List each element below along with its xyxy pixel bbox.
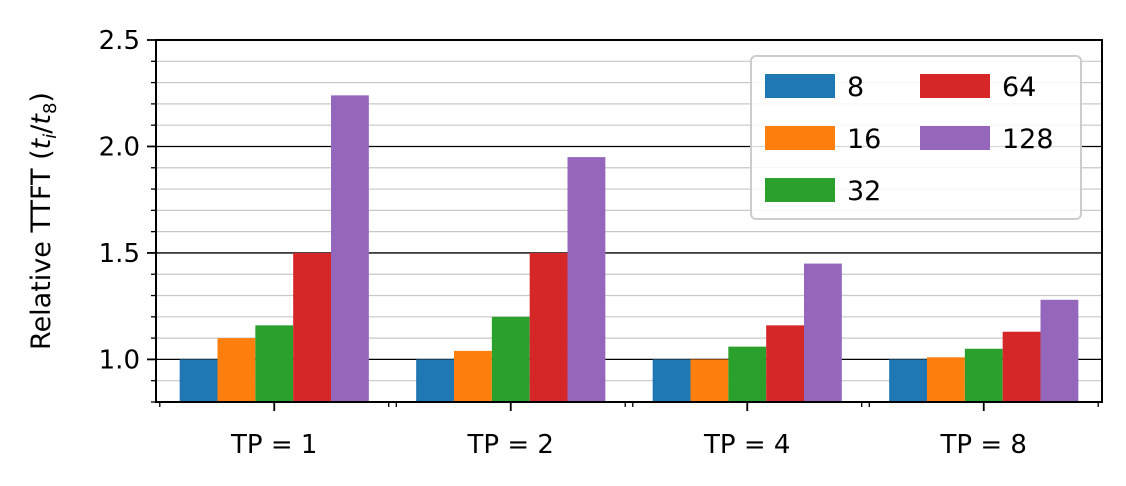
x-tick-label: TP = 8	[940, 430, 1027, 460]
bar-32-3	[728, 346, 767, 402]
bar-64-2	[529, 252, 568, 402]
bar-32-1	[255, 325, 294, 402]
bar-8-3	[652, 359, 691, 402]
bar-16-3	[690, 359, 729, 402]
bar-128-1	[331, 95, 369, 402]
x-tick-label: TP = 4	[703, 430, 790, 460]
y-tick-label: 1.0	[99, 345, 140, 375]
y-axis-label: Relative TTFT (ti/t8)	[26, 92, 61, 350]
y-tick-label: 2.0	[99, 132, 140, 162]
legend-swatch-16	[765, 126, 835, 150]
bar-64-3	[766, 325, 805, 402]
bar-32-4	[964, 348, 1003, 402]
bar-16-2	[453, 350, 492, 402]
plot-frame	[155, 39, 1103, 403]
x-tick-label: TP = 1	[230, 430, 317, 460]
bar-64-1	[293, 252, 332, 402]
legend-label-128: 128	[1002, 124, 1054, 155]
legend-label-8: 8	[847, 72, 864, 103]
legend-label-64: 64	[1002, 72, 1036, 103]
bar-32-2	[491, 316, 530, 402]
y-tick-label: 1.5	[99, 239, 140, 269]
bar-128-2	[567, 157, 606, 402]
bars	[179, 95, 1079, 402]
bar-8-1	[179, 359, 218, 402]
legend-label-32: 32	[847, 176, 881, 207]
axis-ticks	[147, 39, 1099, 411]
bar-128-4	[1040, 299, 1079, 402]
legend-swatch-64	[920, 74, 990, 98]
bar-8-4	[889, 359, 927, 402]
y-tick-label: 2.5	[99, 26, 140, 56]
bar-64-4	[1002, 331, 1041, 402]
legend-swatch-128	[920, 126, 990, 150]
y-tick-labels: 1.0 1.5 2.0 2.5	[99, 26, 140, 375]
bar-128-3	[804, 263, 842, 402]
bar-8-2	[416, 359, 454, 402]
legend-label-16: 16	[847, 124, 881, 155]
bar-16-4	[926, 357, 965, 402]
legend-swatch-8	[765, 74, 835, 98]
x-tick-label: TP = 2	[467, 430, 554, 460]
legend-swatch-32	[765, 178, 835, 202]
legend: 8 16 32 64 128	[750, 55, 1082, 220]
bar-16-1	[217, 338, 256, 402]
x-tick-labels: TP = 1 TP = 2 TP = 4 TP = 8	[230, 430, 1027, 460]
legend-items: 8 16 32 64 128	[765, 72, 1054, 207]
